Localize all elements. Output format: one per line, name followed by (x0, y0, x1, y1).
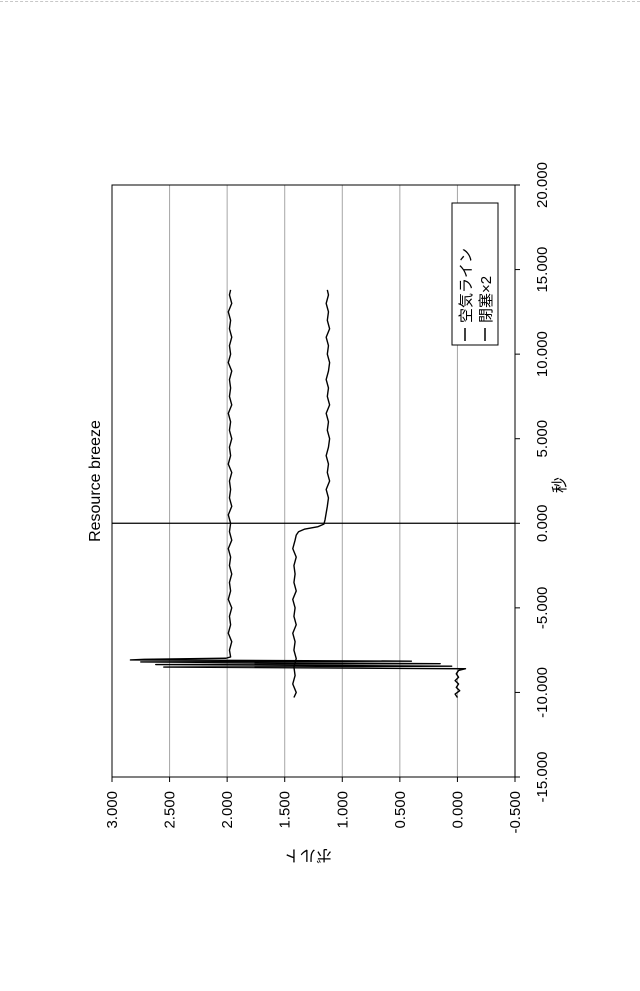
chart-frame: -15.000 -10.000 -5.000 0.000 5.000 10.000 15.0… (87, 162, 569, 864)
legend-label-blockage: 閉塞×2 (477, 276, 495, 323)
y-tick-label: 3.000 (104, 791, 121, 829)
chart-title: Resource breeze (87, 420, 104, 542)
page-top-border (0, 1, 640, 2)
x-tick-label: 15.000 (534, 247, 551, 293)
y-tick-label: 2.500 (162, 791, 179, 829)
y-tick-label: 0.500 (392, 791, 409, 829)
x-tick-label: -10.000 (534, 667, 551, 718)
y-axis-title: ボルト (284, 846, 332, 864)
x-tick-label: -5.000 (534, 587, 551, 630)
series-line-2 (292, 289, 331, 698)
series-line-1 (129, 289, 467, 698)
y-tick-label: -0.500 (507, 791, 524, 834)
y-tick-label: 0.000 (449, 791, 466, 829)
axes: -15.000 -10.000 -5.000 0.000 5.000 10.000 15.0… (104, 162, 551, 833)
x-tick-label: 10.000 (534, 331, 551, 377)
series-layer (129, 289, 467, 698)
y-tick-label: 2.000 (219, 791, 236, 829)
legend-box (451, 202, 499, 346)
y-tick-label: 1.000 (334, 791, 351, 829)
x-tick-label: -15.000 (534, 752, 551, 803)
x-tick-label: 5.000 (534, 420, 551, 458)
legend: 空気ライン 閉塞×2 (451, 202, 499, 346)
x-tick-label: 0.000 (534, 505, 551, 543)
x-axis-title: 秒 (551, 477, 569, 493)
plot-area (111, 184, 516, 778)
gridlines (169, 185, 458, 777)
y-tick-label: 1.500 (277, 791, 294, 829)
legend-label-air-line: 空気ライン (458, 248, 475, 323)
x-tick-label: 20.000 (534, 162, 551, 208)
